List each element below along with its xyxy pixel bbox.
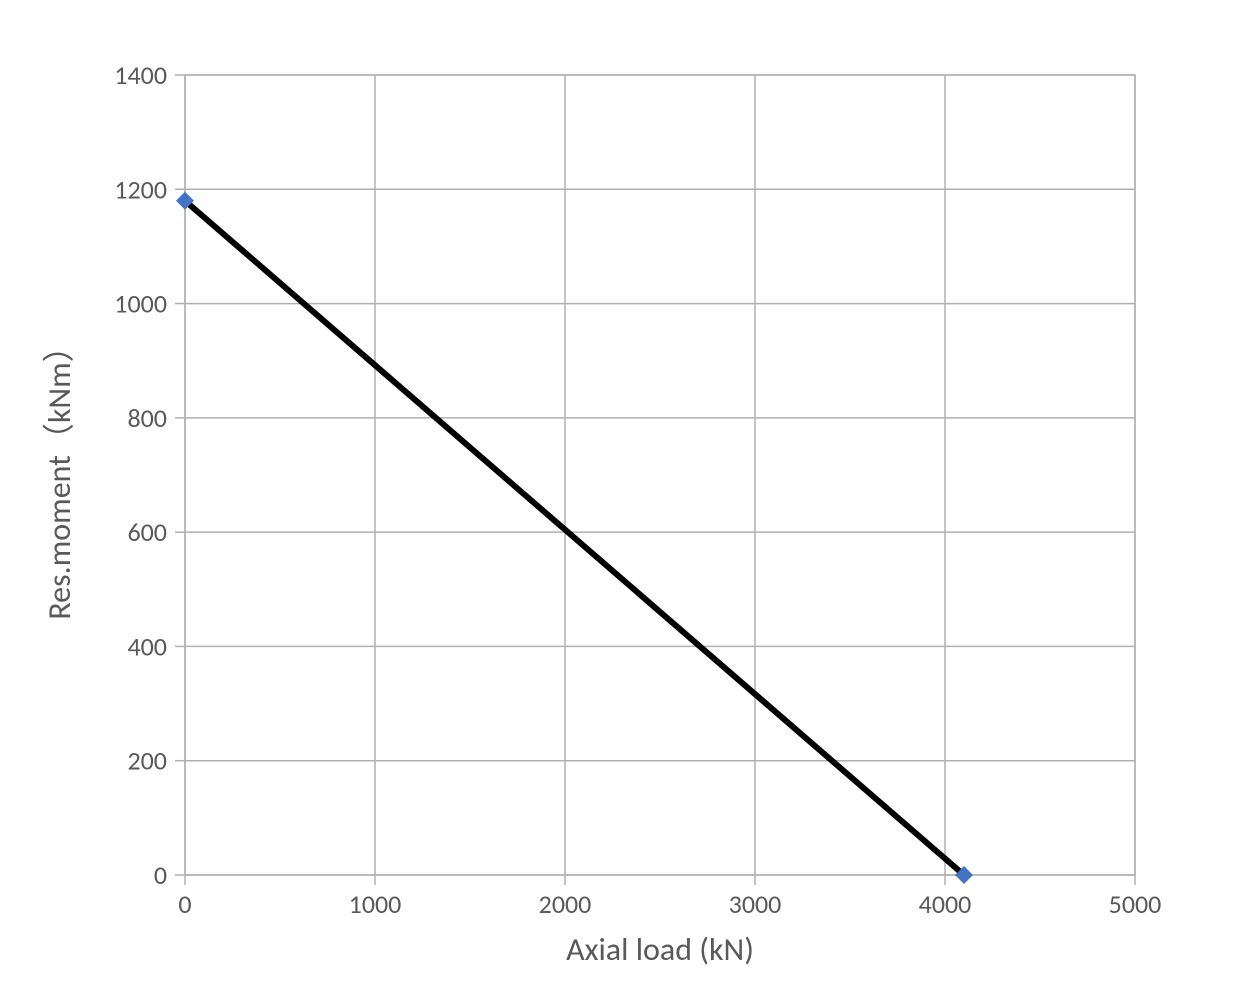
y-tick-label: 1400	[114, 59, 167, 91]
y-tick-label: 0	[154, 859, 167, 891]
chart-svg: 0 1000 2000 3000 4000 5000 0 200 400 600 800 1000 12…	[0, 0, 1260, 990]
y-tick-label: 1000	[114, 288, 167, 320]
chart-container: 0 1000 2000 3000 4000 5000 0 200 400 600 800 1000 12…	[0, 0, 1260, 990]
y-tick-label: 600	[127, 516, 167, 548]
y-axis-label: Res.moment（kNm）	[40, 330, 79, 619]
x-tick-label: 3000	[729, 888, 782, 920]
x-tick-label: 1000	[349, 888, 402, 920]
y-tick-label: 400	[127, 630, 167, 662]
x-tick-label: 5000	[1109, 888, 1162, 920]
y-tick-label: 200	[127, 745, 167, 777]
x-tick-label: 0	[178, 888, 191, 920]
x-tick-label: 4000	[919, 888, 972, 920]
y-tick-label: 1200	[114, 173, 167, 205]
y-tick-label: 800	[127, 402, 167, 434]
x-tick-label: 2000	[539, 888, 592, 920]
x-axis-label: Axial load (kN)	[566, 930, 754, 969]
